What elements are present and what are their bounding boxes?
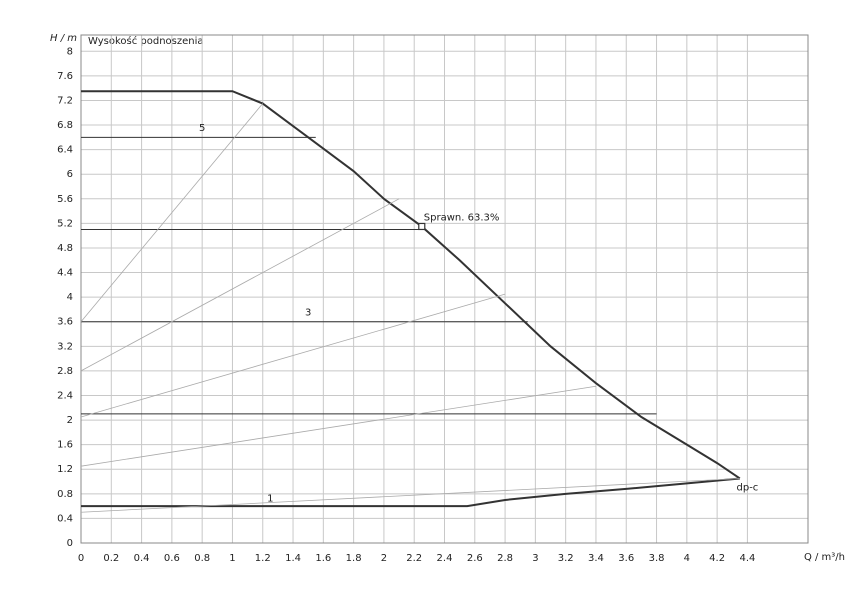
x-tick-label: 1	[229, 553, 235, 564]
x-tick-label: 3.4	[588, 553, 604, 564]
x-tick-label: 3.8	[649, 553, 665, 564]
y-tick-label: 3.2	[57, 341, 73, 352]
y-tick-label: 5.6	[57, 194, 73, 205]
x-tick-label: 1.4	[285, 553, 301, 564]
curve	[80, 478, 740, 513]
annotation: 3	[305, 308, 311, 319]
y-axis-label: H / m	[50, 33, 77, 44]
y-tick-label: 8	[67, 46, 73, 57]
curve	[80, 103, 264, 322]
x-tick-label: 0.2	[103, 553, 119, 564]
x-tick-label: 0.8	[194, 553, 210, 564]
y-tick-label: 7.6	[57, 71, 73, 82]
x-tick-label: 1.6	[315, 553, 331, 564]
plot-frame	[80, 34, 809, 544]
operating-point	[418, 222, 426, 231]
y-tick-label: 4.4	[57, 268, 73, 279]
y-tick-label: 4	[67, 292, 73, 303]
annotation: 5	[199, 123, 205, 134]
x-tick-label: 4.2	[709, 553, 725, 564]
x-tick-label: 0.6	[164, 553, 180, 564]
x-tick-label: 3	[532, 553, 538, 564]
chart-title: Wysokość podnoszenia	[88, 35, 204, 47]
x-tick-label: 2.8	[497, 553, 513, 564]
y-tick-label: 0.8	[57, 489, 73, 500]
x-tick-label: 4	[684, 553, 690, 564]
x-tick-label: 1.2	[255, 553, 271, 564]
curve	[80, 293, 506, 418]
y-tick-label: 0	[67, 538, 73, 549]
x-tick-label: 2	[381, 553, 387, 564]
y-tick-label: 2.8	[57, 366, 73, 377]
annotation: dp-c	[737, 483, 759, 494]
curve	[80, 385, 597, 467]
x-tick-label: 4.4	[739, 553, 755, 564]
x-tick-label: 3.2	[558, 553, 574, 564]
x-tick-label: 2.6	[467, 553, 483, 564]
annotation: 1	[267, 494, 273, 505]
x-tick-label: 0	[78, 553, 84, 564]
y-tick-label: 6	[67, 169, 73, 180]
curve	[81, 477, 740, 508]
y-tick-label: 2	[67, 415, 73, 426]
y-tick-label: 0.4	[57, 513, 73, 524]
y-tick-label: 4.8	[57, 243, 73, 254]
y-tick-label: 7.2	[57, 95, 73, 106]
x-tick-label: 2.4	[437, 553, 453, 564]
curve	[81, 90, 741, 480]
x-axis-label: Q / m³/h	[804, 552, 845, 563]
y-tick-label: 3.6	[57, 317, 73, 328]
y-tick-label: 6.4	[57, 145, 73, 156]
curve	[80, 198, 400, 372]
y-tick-label: 6.8	[57, 120, 73, 131]
y-tick-label: 1.6	[57, 440, 73, 451]
y-tick-label: 1.2	[57, 464, 73, 475]
y-tick-label: 2.4	[57, 390, 73, 401]
operating-point-label: Sprawn. 63.3%	[424, 212, 500, 223]
x-tick-label: 3.6	[618, 553, 634, 564]
x-tick-label: 1.8	[346, 553, 362, 564]
x-tick-label: 2.2	[406, 553, 422, 564]
x-tick-label: 0.4	[134, 553, 150, 564]
y-tick-label: 5.2	[57, 218, 73, 229]
